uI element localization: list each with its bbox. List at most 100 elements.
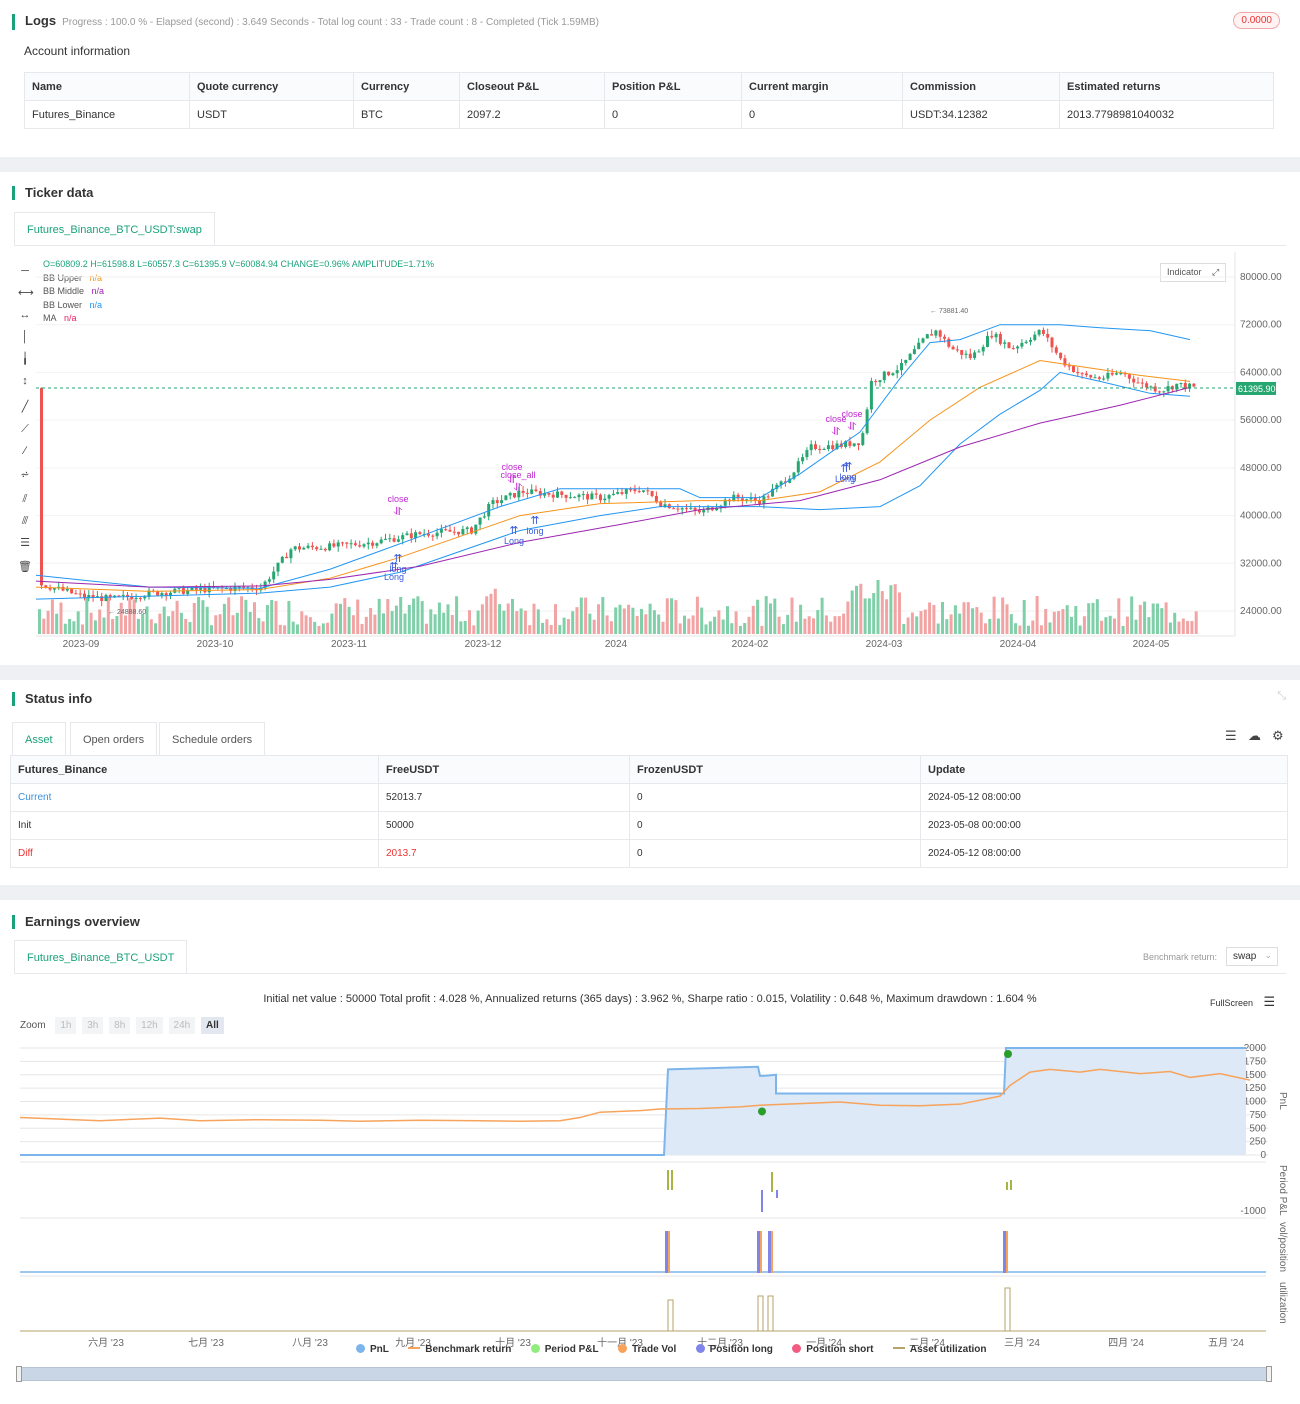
candle-body [685, 508, 688, 510]
candle-body [951, 346, 955, 350]
x-tick-label: 一月 '24 [806, 1337, 842, 1349]
long-arrow-icon: ⇈ [389, 561, 398, 573]
tab-earnings-symbol[interactable]: Futures_Binance_BTC_USDT [14, 940, 188, 974]
volume-bar [407, 604, 411, 634]
candle-body [1158, 391, 1161, 393]
candle-body [887, 371, 891, 376]
legend-pnl[interactable]: PnL [356, 1344, 389, 1355]
legend-position-long[interactable]: Position long [695, 1344, 773, 1355]
legend-asset-utilization[interactable]: Asset utilization [892, 1344, 987, 1355]
horizontal-segment-tool-icon[interactable]: ↔ [19, 309, 31, 321]
volume-bar [919, 611, 923, 634]
ray-line-tool-icon[interactable]: ⟋ [21, 423, 29, 435]
tab-ticker-symbol[interactable]: Futures_Binance_BTC_USDT:swap [14, 212, 215, 246]
zoom-8h-button[interactable]: 8h [109, 1017, 131, 1034]
cell-free: 2013.7 [378, 839, 630, 868]
volume-bar [382, 613, 385, 634]
volume-bar [966, 602, 970, 634]
legend-period-pnl[interactable]: Period P&L [530, 1344, 599, 1355]
volume-bar [192, 603, 196, 634]
candle-body [487, 503, 491, 517]
candle-body [1007, 342, 1011, 349]
candle-body [844, 441, 848, 447]
legend-dot [695, 1344, 705, 1353]
volume-bar [442, 612, 446, 634]
candle-body [801, 457, 805, 462]
volume-bar [979, 612, 983, 634]
volume-bar [820, 597, 824, 634]
zoom-3h-button[interactable]: 3h [82, 1017, 104, 1034]
fib-levels-tool-icon[interactable]: ☰ [20, 537, 30, 549]
fullscreen-button[interactable]: FullScreen ☰ [1210, 994, 1275, 1010]
zoom-all-button[interactable]: All [201, 1017, 224, 1034]
navigator-scrollbar[interactable] [18, 1367, 1270, 1381]
col-exchange: Futures_Binance [10, 755, 379, 784]
period-pnl-bar [667, 1170, 669, 1190]
earnings-panel: Earnings overview Futures_Binance_BTC_US… [0, 900, 1300, 1404]
vertical-line-tool-icon[interactable]: │ [21, 331, 29, 343]
trade-annotation: Long [835, 474, 855, 484]
horizontal-line-tool-icon[interactable]: ─ [21, 265, 29, 277]
fib-tool-icon[interactable]: ⫻ [21, 515, 29, 527]
zoom-12h-button[interactable]: 12h [136, 1017, 163, 1034]
candle-body [960, 350, 964, 355]
benchmark-select[interactable]: swap ⌄ [1226, 947, 1278, 966]
volume-bar [953, 605, 957, 634]
legend-trade-vol[interactable]: Trade Vol [617, 1344, 677, 1355]
logs-panel: Logs Progress : 100.0 % - Elapsed (second… [0, 0, 1300, 157]
candle-body [177, 587, 181, 589]
tab-asset[interactable]: Asset [12, 722, 66, 756]
legend-label: Trade Vol [631, 1344, 677, 1355]
candle-body [1132, 378, 1136, 383]
settings-gear-icon[interactable]: ⚙ [1272, 728, 1284, 743]
vertical-ray-tool-icon[interactable]: ╽ [21, 353, 29, 365]
volume-bar [1168, 622, 1172, 634]
volume-bar [291, 621, 295, 634]
tab-open-orders[interactable]: Open orders [70, 722, 158, 756]
tab-schedule-orders[interactable]: Schedule orders [159, 722, 266, 756]
candle-body [917, 342, 921, 350]
list-view-icon[interactable]: ☰ [1225, 728, 1237, 743]
candle-body [199, 587, 203, 590]
navigator-handle-right[interactable] [1266, 1366, 1272, 1382]
legend-benchmark-return[interactable]: Benchmark return [408, 1344, 511, 1355]
cell-frozen: 0 [629, 783, 921, 812]
price-range-tool-icon[interactable]: ⩫ [20, 469, 30, 481]
segment-tool-icon[interactable]: ∕ [24, 445, 26, 457]
earnings-chart: 2000 1750 1500 1250 1000 750 500 250 0 PnL Period … [19, 1043, 1288, 1380]
volume-bar [1022, 599, 1026, 634]
navigator-handle-left[interactable] [16, 1366, 22, 1382]
candle-body [809, 444, 813, 451]
cloud-download-icon[interactable]: ☁ [1248, 728, 1261, 743]
volume-bar [98, 609, 102, 634]
volume-bar [1057, 611, 1061, 634]
candle-body [44, 585, 48, 588]
horizontal-ray-tool-icon[interactable]: ⟷ [18, 287, 34, 299]
trend-line-tool-icon[interactable]: ╱ [21, 401, 29, 413]
long-arrow-icon: ⇈ [530, 515, 539, 527]
long-arrow-icon: ⇈ [840, 463, 849, 475]
volume-bar [1147, 617, 1151, 634]
zoom-24h-button[interactable]: 24h [168, 1017, 196, 1034]
trash-icon[interactable]: 🗑 [18, 561, 32, 573]
x-tick-label: 2024-05 [1133, 639, 1170, 650]
candle-body [973, 352, 977, 358]
collapse-icon[interactable]: ⤡ [1277, 690, 1286, 702]
volume-bar [480, 604, 484, 634]
legend-position-short[interactable]: Position short [792, 1344, 874, 1355]
zoom-1h-button[interactable]: 1h [55, 1017, 77, 1034]
volume-bar [837, 616, 841, 634]
volume-bar [240, 596, 244, 634]
volume-bar [184, 618, 188, 634]
earnings-summary: Initial net value : 50000 Total profit :… [263, 993, 1037, 1005]
candle-body [134, 598, 138, 600]
candle-body [577, 494, 581, 498]
candle-body [427, 533, 430, 536]
volume-bar [683, 615, 686, 634]
volume-bar [162, 606, 166, 634]
vertical-segment-tool-icon[interactable]: ↕ [22, 375, 28, 387]
volume-bar [738, 625, 742, 634]
col-frozen-usdt: FrozenUSDT [629, 755, 921, 784]
legend-label: PnL [370, 1344, 389, 1355]
parallel-channel-tool-icon[interactable]: ⫽ [22, 493, 28, 505]
